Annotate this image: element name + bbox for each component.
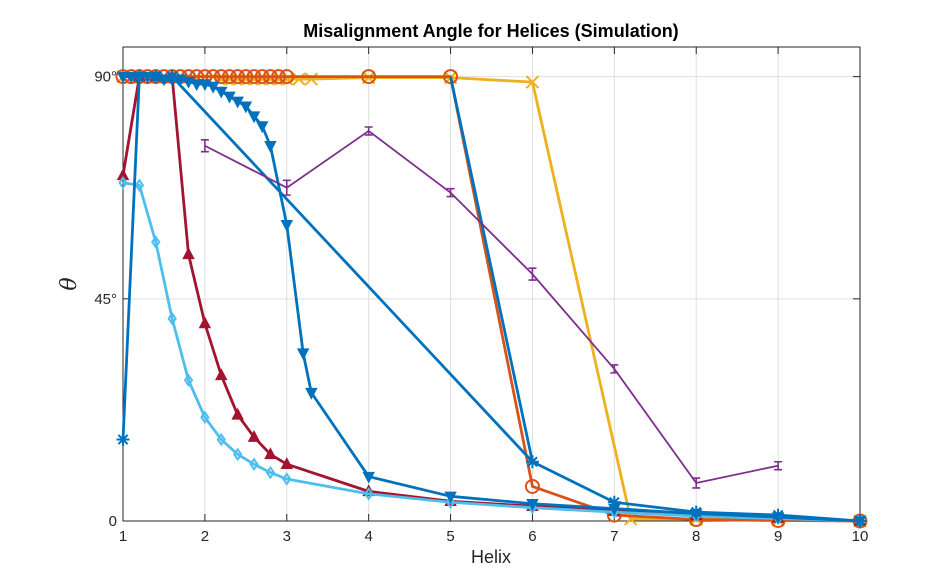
- data-point: [200, 410, 210, 425]
- data-point: [231, 407, 244, 420]
- data-point: [183, 373, 194, 388]
- data-point: [118, 176, 128, 190]
- plot-area: [115, 69, 868, 529]
- error-bar: [528, 267, 537, 281]
- error-bar: [774, 460, 783, 471]
- y-tick-label: 90°: [94, 69, 117, 86]
- data-point: [238, 69, 254, 85]
- data-point: [249, 457, 259, 471]
- data-point: [167, 311, 177, 326]
- data-point: [279, 69, 295, 85]
- y-tick-label: 45°: [94, 291, 117, 308]
- data-point: [134, 178, 145, 192]
- x-tick-label: 4: [364, 528, 372, 545]
- x-tick-label: 10: [852, 528, 869, 545]
- error-bar: [610, 364, 619, 374]
- error-bar: [692, 477, 701, 489]
- x-tick-label: 9: [774, 528, 782, 545]
- data-point: [255, 121, 269, 134]
- data-point: [689, 505, 703, 519]
- data-point: [151, 235, 161, 249]
- data-point: [246, 69, 262, 85]
- data-point: [361, 69, 377, 85]
- data-point: [271, 69, 287, 85]
- data-point: [444, 491, 457, 504]
- data-point: [525, 75, 540, 89]
- series-line: [449, 76, 534, 463]
- data-point: [525, 455, 539, 469]
- data-point: [264, 141, 277, 153]
- data-point: [247, 429, 261, 442]
- data-point: [132, 70, 146, 84]
- x-tick-label: 6: [528, 528, 536, 545]
- data-point: [280, 457, 294, 469]
- x-axis-label: Helix: [471, 547, 511, 567]
- error-bar: [200, 139, 209, 153]
- data-point: [264, 447, 277, 460]
- data-point: [305, 387, 318, 400]
- axes-box: [122, 46, 861, 522]
- data-point: [198, 316, 212, 329]
- data-point: [524, 478, 540, 494]
- x-tick-label: 2: [201, 528, 209, 545]
- data-point: [771, 508, 785, 522]
- series-7: [200, 126, 783, 489]
- data-point: [254, 69, 270, 85]
- data-point: [215, 368, 228, 381]
- x-tick-label: 1: [119, 528, 127, 545]
- data-point: [265, 465, 276, 480]
- data-point: [165, 70, 179, 84]
- error-bar: [364, 126, 373, 136]
- data-point: [292, 72, 306, 86]
- data-point: [280, 72, 294, 86]
- x-tick-label: 3: [283, 528, 291, 545]
- x-tick-label: 8: [692, 528, 700, 545]
- data-point: [526, 498, 539, 511]
- y-tick-label: 0: [109, 513, 117, 530]
- series-line: [204, 130, 779, 484]
- data-point: [230, 69, 246, 85]
- data-point: [149, 70, 163, 84]
- series-line: [122, 181, 861, 523]
- data-point: [363, 487, 374, 501]
- series-4: [116, 71, 867, 529]
- x-tick-label: 7: [610, 528, 618, 545]
- error-bar: [282, 179, 291, 196]
- data-point: [239, 101, 253, 114]
- series-6: [449, 76, 534, 463]
- chart-title: Misalignment Angle for Helices (Simulati…: [303, 21, 678, 41]
- data-point: [262, 69, 278, 85]
- data-point: [362, 471, 375, 484]
- data-point: [216, 432, 226, 447]
- data-point: [190, 79, 203, 92]
- axis-ticks: 1 2 3 4 5 6 7 8 9 10 0 45° 90°: [94, 47, 868, 545]
- data-point: [445, 495, 456, 509]
- y-axis-label: θ: [57, 277, 82, 290]
- data-point: [182, 247, 195, 260]
- data-point: [116, 433, 130, 447]
- data-point: [247, 111, 261, 124]
- data-point: [607, 495, 621, 509]
- data-point: [304, 72, 319, 86]
- data-point: [221, 69, 237, 85]
- data-point: [282, 472, 292, 486]
- series-3: [118, 176, 865, 528]
- data-point: [280, 220, 294, 232]
- data-point: [213, 69, 229, 85]
- data-point: [116, 71, 130, 84]
- error-bar: [446, 187, 455, 198]
- data-point: [853, 514, 867, 528]
- x-tick-label: 5: [446, 528, 454, 545]
- data-point: [296, 348, 310, 361]
- data-point: [232, 447, 243, 462]
